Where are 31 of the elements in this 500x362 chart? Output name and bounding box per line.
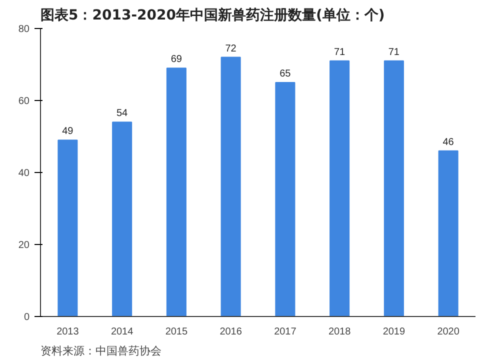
data-label: 49 — [62, 126, 74, 138]
x-tick-label: 2014 — [110, 326, 134, 338]
bar — [58, 140, 78, 316]
y-tick-label: 0 — [24, 312, 30, 323]
y-tick-label: 80 — [18, 24, 30, 35]
bar — [275, 82, 296, 316]
x-tick-label: 2019 — [382, 326, 406, 338]
bar — [330, 60, 350, 316]
data-label: 71 — [388, 46, 400, 58]
x-tick-label: 2016 — [220, 326, 242, 338]
bar — [220, 56, 241, 316]
data-label: 46 — [442, 136, 454, 148]
bar — [384, 60, 404, 316]
bar — [438, 150, 458, 316]
y-tick-label: 60 — [18, 96, 30, 107]
data-label: 65 — [280, 68, 292, 80]
y-tick-label: 20 — [18, 240, 30, 251]
text: 资料来源：中国兽药协会 — [40, 344, 162, 358]
chart-title: 图表5：2013-2020年中国新兽药注册数量(单位：个) — [40, 6, 385, 24]
x-tick-label: 2018 — [328, 326, 352, 338]
x-tick-label: 2013 — [56, 326, 80, 338]
data-label: 72 — [225, 43, 237, 54]
x-tick-label: 2015 — [165, 326, 188, 338]
x-tick-label: 2017 — [274, 326, 297, 338]
x-tick-label: 2020 — [437, 326, 460, 338]
bar — [166, 68, 186, 316]
data-label: 71 — [334, 46, 346, 58]
bar — [112, 122, 132, 316]
data-label: 69 — [170, 54, 182, 66]
y-tick-label: 40 — [18, 168, 30, 179]
data-label: 54 — [116, 108, 128, 120]
